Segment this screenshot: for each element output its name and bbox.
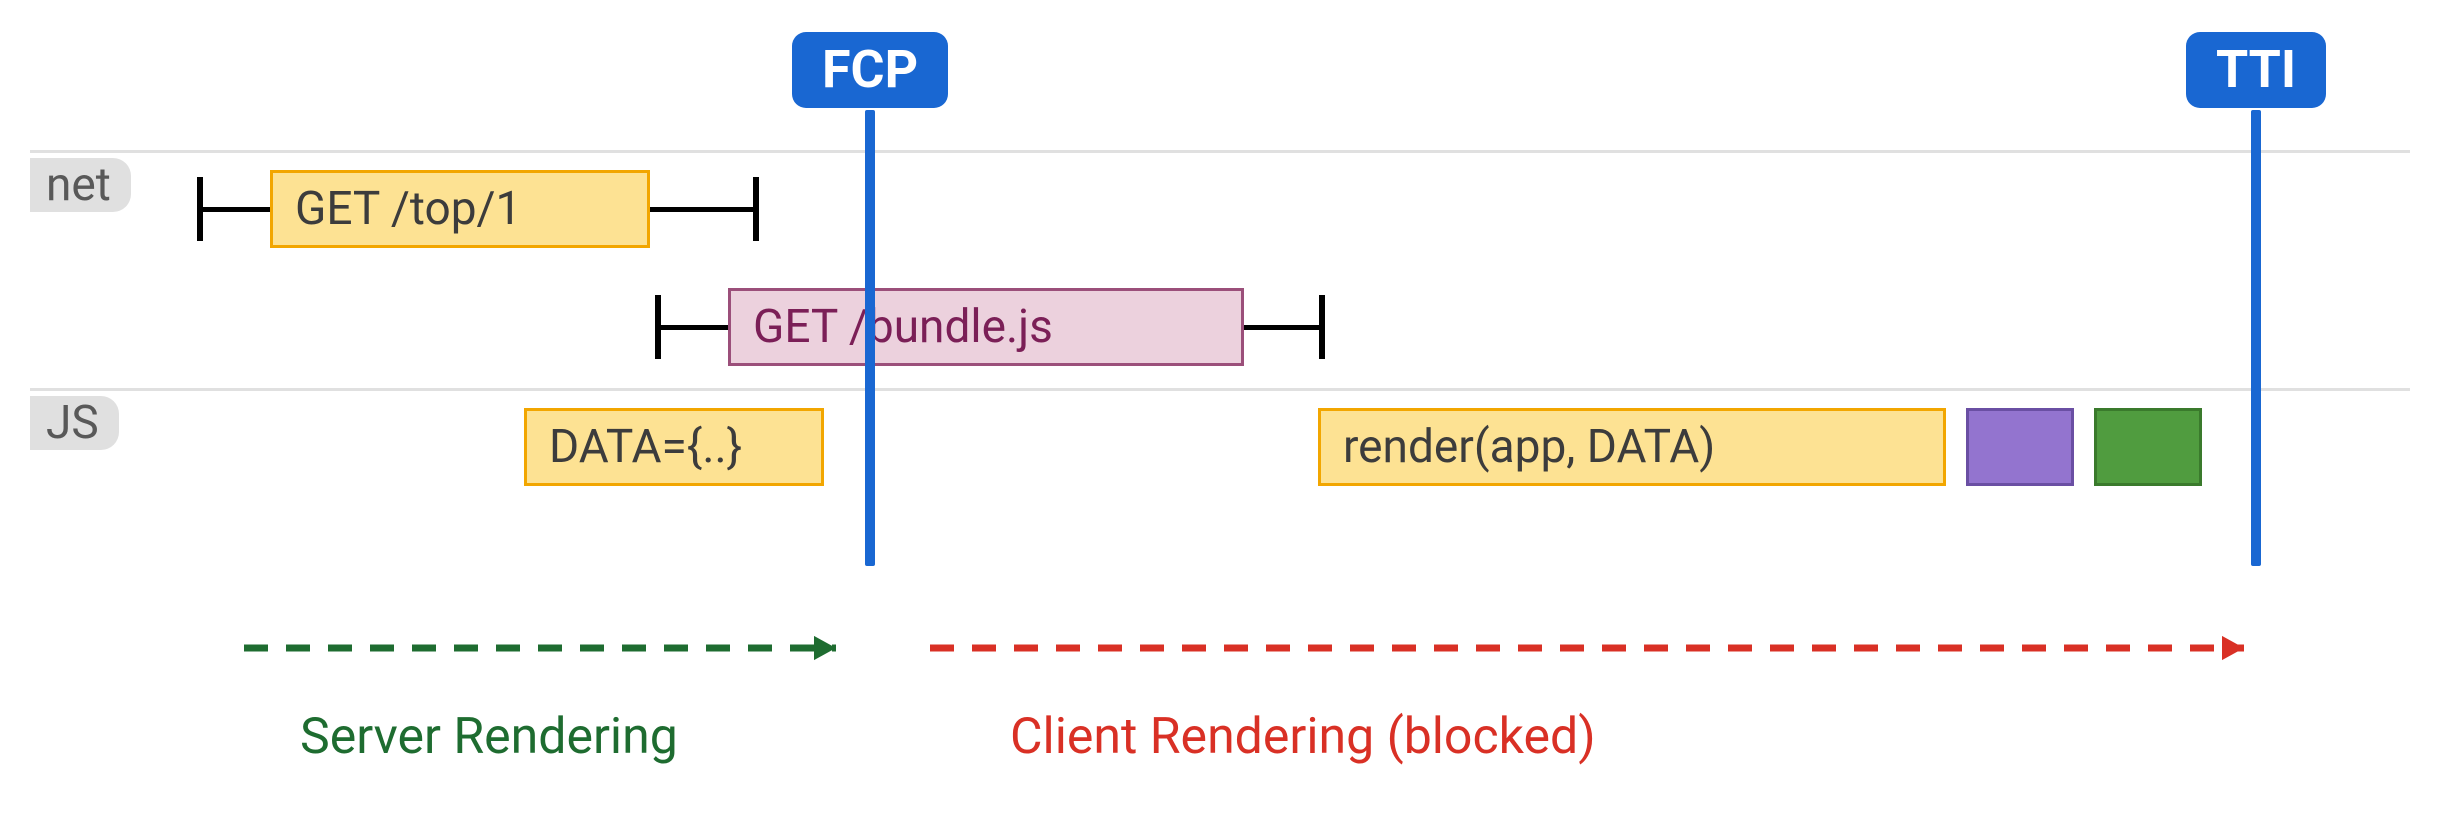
net-lane-label: net [30,158,131,212]
client-rendering-label: Client Rendering (blocked) [1010,712,1596,762]
render-call-box: render(app, DATA) [1318,408,1946,486]
get-bundle-whisker-cap-left [655,295,661,359]
data-literal-label: DATA={..} [549,424,742,470]
fcp-marker-line [865,110,875,566]
get-top-label: GET /top/1 [295,186,521,232]
get-bundle-whisker-cap-right [1319,295,1325,359]
get-bundle-box: GET /bundle.js [728,288,1244,366]
timeline-diagram: net JS GET /top/1 GET /bundle.js DATA={..} re… [0,0,2440,824]
render-call-label: render(app, DATA) [1343,424,1715,470]
get-top-whisker-cap-right [753,177,759,241]
get-bundle-label: GET /bundle.js [753,304,1053,350]
get-top-whisker-cap-left [197,177,203,241]
purple-block-box [1966,408,2074,486]
data-literal-box: DATA={..} [524,408,824,486]
phase-arrows [0,0,2440,824]
green-block-box [2094,408,2202,486]
js-lane-line [30,388,2410,391]
server-rendering-label: Server Rendering [300,712,678,762]
net-lane-line [30,150,2410,153]
tti-marker-line [2251,110,2261,566]
tti-marker-badge: TTI [2186,32,2326,108]
fcp-marker-badge: FCP [792,32,948,108]
get-top-box: GET /top/1 [270,170,650,248]
js-lane-label: JS [30,396,119,450]
